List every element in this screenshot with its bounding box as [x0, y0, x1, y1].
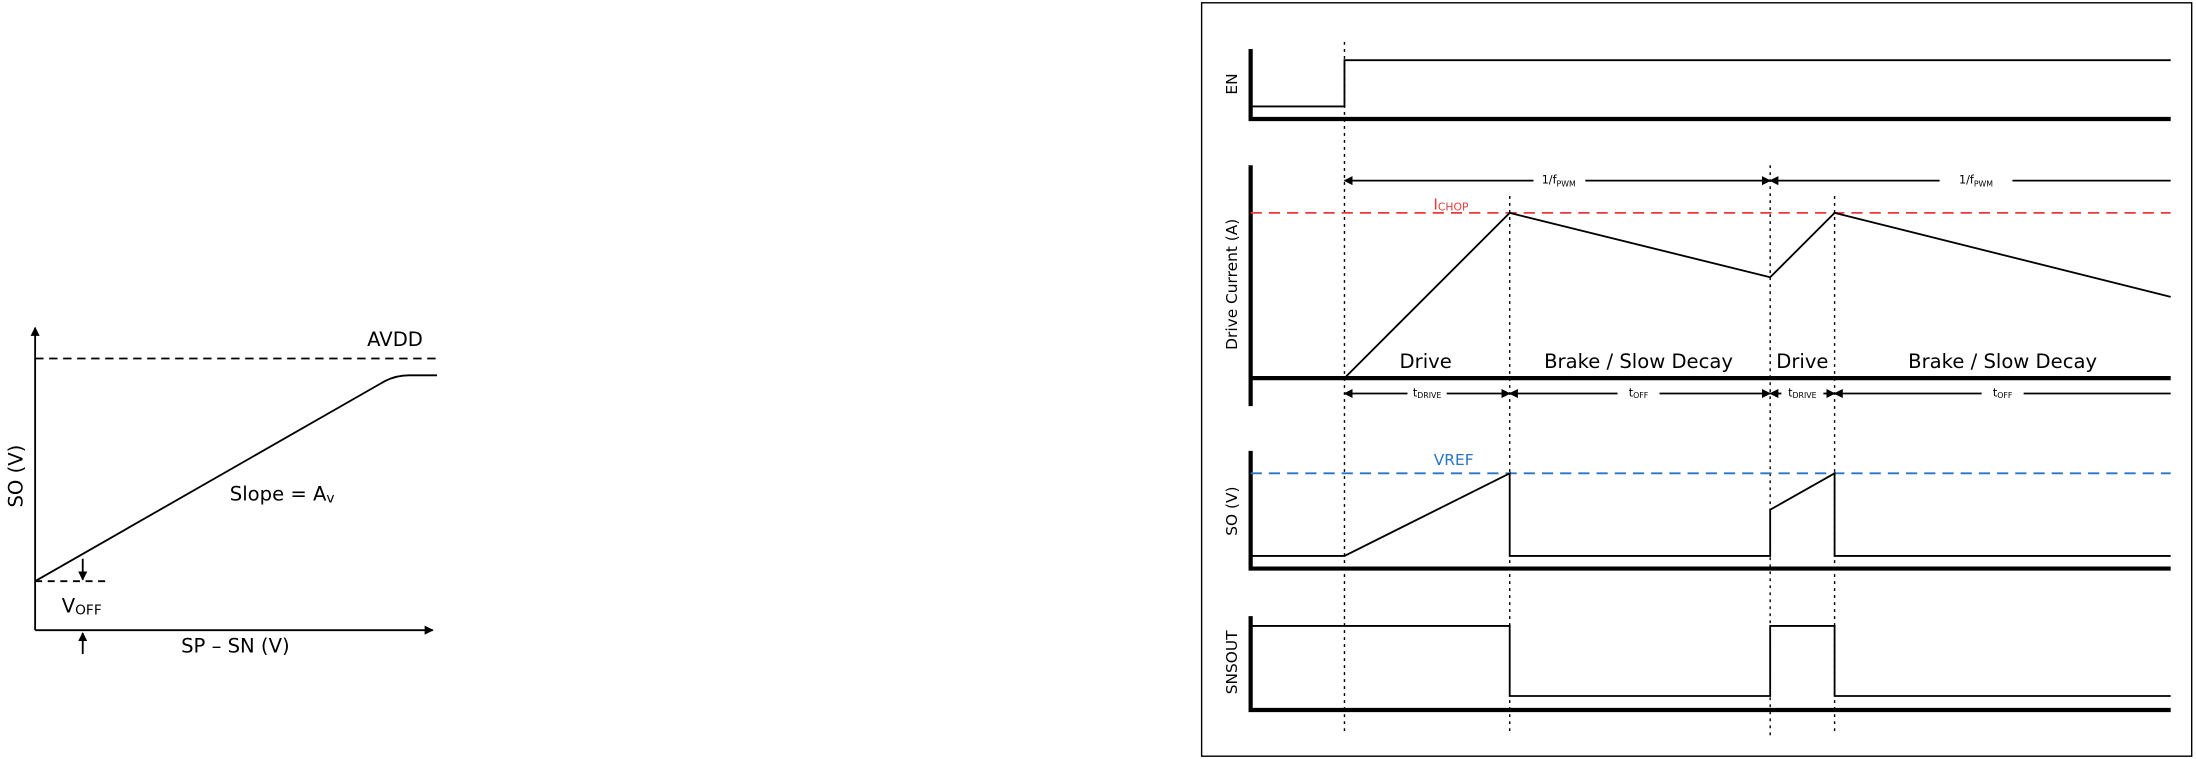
timing-diagram: 1/fPWM 1/fPWM ICHOP Drive Brake / Slow D… — [1200, 2, 2193, 757]
phase-label: Brake / Slow Decay — [1908, 350, 2097, 373]
avdd-label: AVDD — [367, 328, 423, 351]
transfer-line — [34, 374, 438, 582]
signal-label: Drive Current (A) — [1223, 219, 1241, 350]
duration-text: t — [1413, 387, 1418, 400]
current-wave — [1343, 211, 2171, 379]
period-label: 1/fPWM — [1959, 174, 1993, 188]
so-wave — [1250, 471, 2171, 557]
duration-text: t — [1629, 387, 1634, 400]
voff-text: V — [62, 594, 76, 617]
phase-label: Brake / Slow Decay — [1544, 350, 1733, 373]
frame — [1200, 2, 2193, 757]
current-axis — [1248, 165, 2171, 407]
period-text: 1/f — [1959, 174, 1975, 187]
en-wave — [1250, 59, 2171, 108]
duration-label: tOFF — [1629, 387, 1649, 400]
signal-label: SO (V) — [1223, 486, 1241, 535]
duration-label: tOFF — [1993, 387, 2013, 400]
duration-label: tDRIVE — [1413, 387, 1442, 400]
duration-sub: DRIVE — [1793, 390, 1817, 399]
ichop-sub: CHOP — [1438, 200, 1469, 213]
duration-label: tDRIVE — [1788, 387, 1817, 400]
period-label: 1/fPWM — [1542, 174, 1576, 188]
slope-text: Slope = A — [230, 482, 327, 505]
ichop-text: I — [1433, 195, 1438, 213]
vref-label: VREF — [1434, 451, 1474, 469]
snsout-wave — [1250, 625, 2171, 697]
y-label: SO (V) — [4, 445, 27, 508]
ichop-label: ICHOP — [1433, 195, 1469, 213]
signal-label: SNSOUT — [1223, 630, 1241, 694]
duration-sub: OFF — [1997, 390, 2013, 399]
x-label: SP – SN (V) — [181, 634, 290, 657]
period-text: 1/f — [1542, 174, 1558, 187]
phase-label: Drive — [1776, 350, 1828, 373]
slope-sub: v — [326, 491, 334, 507]
duration-text: t — [1788, 387, 1793, 400]
transfer-plot: AVDD Slope = Av VOFF SP – SN (V) SO (V) — [4, 326, 438, 657]
voff-sub: OFF — [75, 603, 102, 619]
period-sub: PWM — [1974, 179, 1993, 188]
en-axis — [1248, 49, 2171, 122]
duration-sub: OFF — [1633, 390, 1649, 399]
voff-label: VOFF — [62, 594, 102, 619]
so-axis — [1248, 450, 2171, 571]
duration-text: t — [1993, 387, 1998, 400]
period-sub: PWM — [1557, 179, 1576, 188]
signal-label: EN — [1223, 73, 1241, 94]
duration-sub: DRIVE — [1417, 390, 1441, 399]
slope-label: Slope = Av — [230, 482, 335, 507]
phase-label: Drive — [1400, 350, 1452, 373]
snsout-axis — [1248, 616, 2171, 713]
